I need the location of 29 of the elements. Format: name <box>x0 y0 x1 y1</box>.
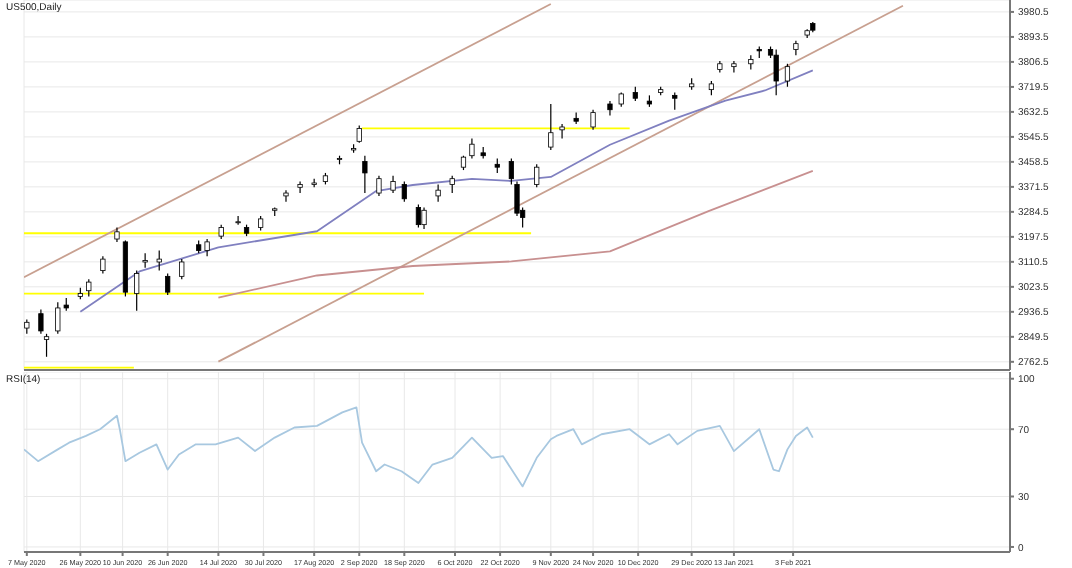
line-series <box>24 406 814 488</box>
candlestick <box>773 48 779 96</box>
candlestick <box>165 272 171 296</box>
candlestick <box>376 175 382 197</box>
candlestick <box>548 103 554 151</box>
candlestick <box>559 123 565 140</box>
candlestick <box>362 155 368 194</box>
candlestick <box>784 63 791 88</box>
line-series <box>79 69 814 313</box>
candlestick <box>179 258 185 280</box>
candlestick <box>590 109 596 131</box>
candlestick <box>142 252 148 269</box>
candlestick <box>731 60 737 73</box>
candlestick <box>435 183 441 203</box>
candlestick <box>508 157 514 186</box>
candlestick <box>283 189 289 203</box>
candlestick <box>38 308 44 335</box>
candlestick <box>534 163 540 188</box>
candlestick <box>297 180 303 194</box>
candlestick <box>55 301 61 335</box>
line-series <box>217 170 814 299</box>
candlestick <box>401 180 407 203</box>
candlestick <box>134 270 140 312</box>
candlestick <box>43 333 50 358</box>
candlestick <box>156 249 162 272</box>
candlestick <box>415 203 421 229</box>
candlestick <box>469 137 475 160</box>
candlestick <box>235 215 241 226</box>
candlestick <box>421 206 427 230</box>
